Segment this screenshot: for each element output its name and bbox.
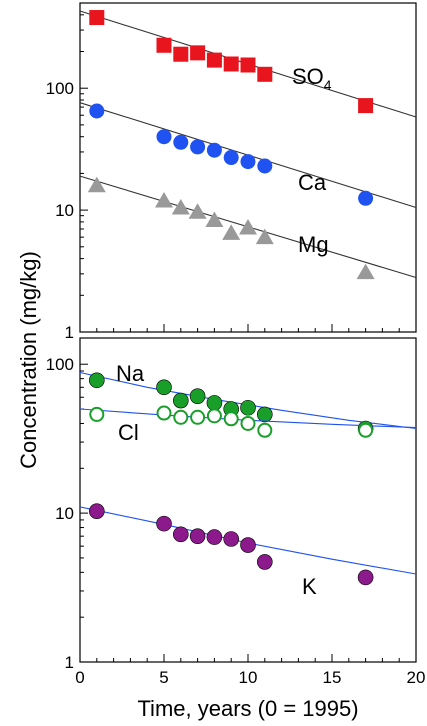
- data-point: [257, 422, 273, 438]
- data-point: [205, 211, 224, 227]
- x-tick-label: 5: [159, 668, 168, 687]
- data-point: [240, 399, 256, 416]
- y-tick-label: 10: [55, 201, 74, 220]
- data-point: [206, 395, 223, 411]
- bottom-panel: 1 10 100 0 5 10 15 20 Na Cl K: [46, 337, 426, 687]
- data-point: [240, 154, 256, 170]
- data-point: [240, 415, 256, 431]
- data-point: [173, 409, 189, 425]
- x-tick-label: 10: [239, 668, 258, 687]
- series-label-ca: Ca: [298, 170, 327, 195]
- y-tick-label: 1: [65, 653, 74, 672]
- data-point: [171, 199, 190, 215]
- series-label-mg: Mg: [298, 232, 329, 257]
- data-point: [358, 98, 374, 114]
- data-point: [240, 537, 256, 553]
- data-point: [223, 56, 239, 72]
- x-tick-label: 0: [75, 668, 84, 687]
- top-panel: 1 10 100 SO4 Ca Mg: [46, 2, 417, 342]
- series-cl: Cl: [79, 405, 417, 445]
- data-point: [156, 405, 172, 421]
- data-point: [223, 531, 239, 547]
- data-point: [155, 191, 173, 208]
- data-point: [190, 139, 206, 155]
- data-point: [89, 503, 105, 519]
- data-point: [357, 569, 374, 586]
- data-point: [190, 409, 206, 425]
- data-point: [173, 392, 189, 409]
- data-point: [356, 263, 375, 280]
- data-point: [173, 526, 189, 543]
- y-tick-label: 100: [46, 355, 74, 374]
- x-tick-label: 20: [407, 668, 426, 687]
- series-ca: Ca: [79, 102, 417, 209]
- data-point: [239, 218, 257, 235]
- data-point: [89, 372, 105, 389]
- data-point: [240, 57, 256, 73]
- data-point: [156, 129, 172, 145]
- data-point: [257, 66, 273, 82]
- data-point: [89, 10, 105, 26]
- series-label-subscript: 4: [324, 77, 332, 93]
- data-point: [173, 46, 189, 62]
- data-point: [156, 515, 172, 532]
- x-axis-title: Time, years (0 = 1995): [137, 696, 358, 721]
- data-point: [206, 142, 222, 158]
- data-point: [223, 150, 239, 166]
- series-label-cl: Cl: [118, 420, 139, 445]
- data-point: [255, 228, 274, 245]
- y-tick-label: 1: [65, 323, 74, 342]
- data-point: [223, 411, 239, 427]
- data-point: [256, 554, 273, 570]
- series-label-so: SO4: [292, 64, 332, 93]
- y-tick-label: 100: [46, 79, 74, 98]
- series-so: SO4: [79, 10, 417, 118]
- data-point: [188, 203, 207, 219]
- y-tick-label: 10: [55, 504, 74, 523]
- series-k: K: [79, 503, 417, 599]
- data-point: [206, 529, 223, 545]
- data-point: [358, 190, 374, 206]
- data-point: [189, 528, 206, 544]
- data-point: [222, 224, 241, 240]
- data-point: [189, 388, 206, 404]
- data-point: [87, 176, 106, 193]
- data-point: [173, 134, 189, 150]
- plot-frame: [79, 337, 417, 663]
- data-point: [156, 37, 172, 53]
- data-point: [190, 45, 206, 61]
- data-point: [257, 158, 273, 174]
- data-point: [206, 408, 222, 424]
- data-point: [156, 379, 172, 396]
- data-point: [256, 406, 273, 423]
- data-point: [206, 52, 222, 68]
- series-label-na: Na: [116, 361, 145, 386]
- data-point: [89, 103, 105, 119]
- data-point: [358, 422, 374, 438]
- series-mg: Mg: [79, 175, 417, 280]
- x-tick-label: 15: [323, 668, 342, 687]
- data-point: [89, 406, 105, 422]
- y-axis-title: Concentration (mg/kg): [16, 251, 41, 469]
- series-label-k: K: [302, 574, 317, 599]
